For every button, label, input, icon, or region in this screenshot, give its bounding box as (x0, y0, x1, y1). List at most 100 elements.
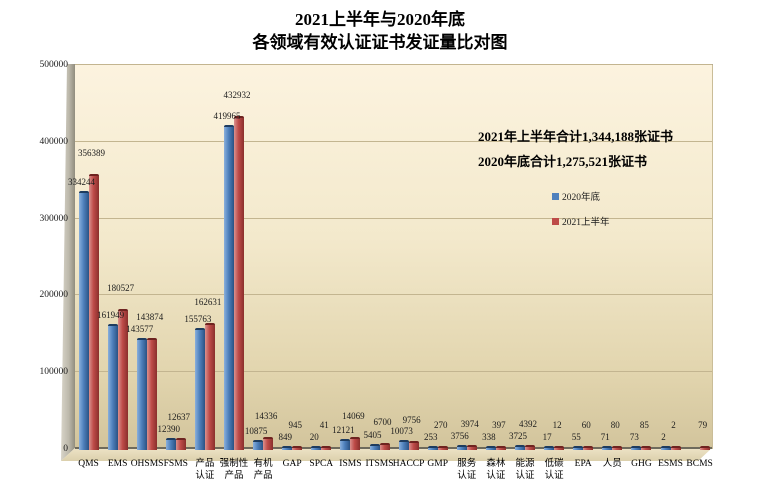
bar-label-2020年底-QMS: 334244 (68, 177, 95, 188)
gridline-400000 (75, 140, 712, 142)
y-tick-500000: 500000 (39, 60, 69, 70)
bar-label-2021上半年-有机产品: 14336 (254, 410, 278, 421)
bar-2021上半年-人员 (612, 446, 623, 450)
bar-2020年底-QMS (78, 191, 89, 450)
bar-label-2021上半年-SPCA: 41 (319, 420, 329, 430)
bar-label-2020年底-低碳认证: 17 (542, 432, 552, 442)
x-label-ITSMS: ITSMS (365, 459, 394, 469)
bar-label-2021上半年-低碳认证: 12 (552, 420, 562, 430)
bar-label-2021上半年-FSMS: 12637 (167, 412, 191, 423)
bar-label-2020年底-强制性产品: 419965 (213, 111, 241, 122)
bar-2020年底-GAP (282, 446, 293, 450)
bar-label-2021上半年-OHSMS: 143874 (136, 311, 164, 322)
bar-2021上半年-GMP (437, 446, 448, 450)
bar-2020年底-人员 (602, 446, 613, 450)
bar-2021上半年-QMS (88, 174, 99, 450)
x-label-QMS: QMS (78, 459, 99, 469)
bar-label-2020年底-HACCP: 10073 (390, 426, 413, 437)
bar-label-2020年底-ESMS: 2 (661, 432, 666, 442)
bar-2020年底-EPA (573, 446, 584, 450)
bar-2020年底-森林认证 (485, 446, 496, 450)
y-tick-200000: 200000 (39, 290, 69, 301)
bar-label-2021上半年-产品认证: 162631 (194, 297, 222, 308)
bar-2020年底-低碳认证 (544, 446, 555, 450)
legend-label-2020: 2020年底 (562, 193, 601, 203)
x-label-FSMS: FSMS (163, 459, 188, 469)
bar-label-2020年底-GMP: 253 (423, 432, 438, 442)
legend-swatch-2021-icon (552, 217, 559, 225)
bar-2021上半年-FSMS (175, 438, 186, 450)
bar-label-2021上半年-服务认证: 3974 (460, 418, 479, 429)
bar-2020年底-产品认证 (194, 328, 205, 450)
x-label-能源认证: 能源 认证 (515, 459, 535, 481)
x-label-有机产品: 有机 产品 (253, 459, 273, 481)
bar-2021上半年-ESMS (670, 446, 681, 450)
gridline-100000 (75, 371, 712, 373)
bar-2020年底-FSMS (165, 438, 176, 450)
bar-label-2020年底-GHG: 73 (629, 432, 639, 442)
chart-title-line1: 2021上半年与2020年底 (295, 10, 465, 29)
x-label-GAP: GAP (282, 459, 302, 469)
bar-label-2021上半年-能源认证: 4392 (519, 418, 537, 429)
bar-2020年底-强制性产品 (224, 125, 234, 450)
legend-item-2021: 2021上半年 (552, 214, 610, 228)
bar-label-2020年底-EMS: 161949 (97, 309, 125, 320)
bar-2021上半年-森林认证 (495, 446, 506, 450)
x-label-EPA: EPA (574, 459, 592, 469)
plot-floor (61, 448, 712, 461)
bar-label-2020年底-产品认证: 155763 (184, 314, 212, 325)
bar-label-2021上半年-强制性产品: 432932 (223, 89, 251, 100)
annotation-total-2020: 2020年底合计1,275,521张证书 (478, 154, 648, 169)
bar-2021上半年-GHG (641, 446, 652, 450)
bar-label-2020年底-SPCA: 20 (309, 432, 319, 442)
bar-label-2020年底-森林认证: 338 (482, 432, 496, 442)
y-tick-400000: 400000 (39, 136, 69, 147)
bar-label-2020年底-FSMS: 12390 (157, 424, 181, 435)
bar-2020年底-ESMS (660, 446, 671, 450)
legend-swatch-2020-icon (552, 192, 559, 200)
bar-label-2021上半年-GAP: 945 (288, 420, 302, 430)
bar-label-2020年底-EPA: 55 (571, 432, 581, 442)
bar-2020年底-服务认证 (456, 445, 467, 450)
x-label-OHSMS: OHSMS (130, 459, 164, 469)
chart-title-line2: 各领域有效认证证书发证量比对图 (252, 33, 508, 52)
y-tick-300000: 300000 (39, 213, 69, 224)
bar-label-2021上半年-EPA: 60 (581, 420, 591, 430)
y-tick-100000: 100000 (39, 367, 69, 378)
x-label-HACCP: HACCP (392, 459, 425, 469)
bar-2020年底-ISMS (340, 438, 351, 450)
gridline-200000 (75, 294, 712, 296)
bar-label-2021上半年-QMS: 356389 (78, 148, 105, 159)
bar-2021上半年-有机产品 (263, 436, 274, 450)
bar-label-2020年底-服务认证: 3756 (450, 431, 469, 442)
bar-2020年底-GHG (631, 446, 642, 450)
bar-label-2021上半年-森林认证: 397 (492, 420, 506, 430)
legend-item-2020: 2020年底 (552, 189, 610, 203)
bar-2021上半年-强制性产品 (234, 115, 244, 450)
bar-2020年底-ITSMS (369, 443, 380, 450)
bar-2021上半年-HACCP (408, 440, 419, 450)
bar-label-2021上半年-ISMS: 14069 (342, 411, 365, 422)
x-label-服务认证: 服务 认证 (457, 459, 477, 481)
bar-label-2021上半年-ITSMS: 6700 (373, 416, 392, 427)
x-label-产品认证: 产品 认证 (195, 459, 215, 481)
bar-label-2020年底-GAP: 849 (278, 432, 292, 442)
bar-2021上半年-EPA (583, 446, 594, 450)
gridline-300000 (75, 217, 712, 219)
bar-label-2021上半年-HACCP: 9756 (402, 414, 421, 425)
bar-2021上半年-低碳认证 (554, 446, 565, 450)
bar-2020年底-GMP (427, 446, 438, 450)
chart-title: 2021上半年与2020年底 各领域有效认证证书发证量比对图 (0, 8, 760, 54)
bar-2020年底-HACCP (398, 440, 409, 450)
x-label-SPCA: SPCA (309, 459, 334, 469)
x-label-GMP: GMP (427, 459, 448, 469)
x-label-BCMS: BCMS (686, 459, 713, 469)
bar-label-2021上半年-EMS: 180527 (107, 283, 135, 294)
x-label-强制性产品: 强制性 产品 (219, 459, 249, 481)
y-tick-0: 0 (63, 444, 68, 454)
bar-label-2020年底-ISMS: 12121 (332, 424, 355, 435)
bar-2020年底-SPCA (311, 446, 322, 450)
bar-2020年底-OHSMS (136, 337, 147, 450)
plot-left-wall (61, 64, 75, 461)
